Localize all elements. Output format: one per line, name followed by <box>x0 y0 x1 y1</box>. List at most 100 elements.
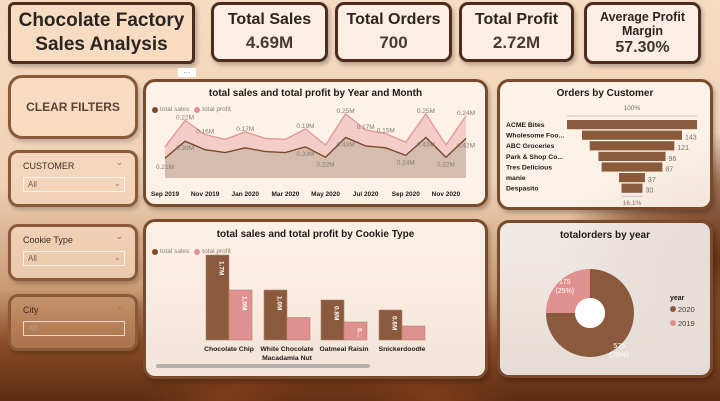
area-chart-plot: 0.21M 0.39M 0.22M 0.16M 0.17M 0.33M 0.19M 0.22M… <box>151 108 475 198</box>
legend-label: total sales <box>160 106 190 113</box>
slice-value-label: 175 <box>559 279 571 286</box>
kpi-total-orders: Total Orders 700 <box>335 2 452 62</box>
more-options-button[interactable]: ... <box>178 68 196 77</box>
slice-2019 <box>546 269 590 313</box>
legend-label: 2020 <box>678 305 695 314</box>
slice-percent-label: (75%) <box>610 352 629 359</box>
legend-marker <box>670 306 676 312</box>
x-tick-label: Jan 2020 <box>232 191 260 198</box>
dropdown-value: All <box>28 324 37 333</box>
x-category-label: Snickerdoodle <box>379 346 426 353</box>
kpi-label: Total Orders <box>346 11 441 28</box>
sales-profit-by-cookie-chart[interactable]: total sales and total profit by Cookie T… <box>143 219 488 379</box>
kpi-average-profit-margin: Average Profit Margin 57.30% <box>584 2 701 64</box>
clear-filters-button[interactable]: CLEAR FILTERS <box>8 75 138 139</box>
funnel-top-label: 100% <box>624 105 641 112</box>
data-label: 0.43M <box>417 141 435 148</box>
funnel-value-label: 96 <box>669 156 677 163</box>
slicer-customer[interactable]: CUSTOMER ⌄ All ⌄ <box>8 150 138 207</box>
data-label: 0.43M <box>337 141 355 148</box>
legend-title: year <box>670 295 685 302</box>
funnel-bar <box>598 151 666 161</box>
funnel-category-label: Despasito <box>506 186 538 193</box>
profit-bar <box>228 289 253 341</box>
data-label: 0.16M <box>196 129 214 136</box>
funnel-category-label: Park & Shop Co... <box>506 154 563 161</box>
chevron-down-icon: ⌄ <box>113 178 121 188</box>
x-category-label: Chocolate Chip <box>204 346 254 353</box>
sales-bar <box>263 289 288 341</box>
customer-dropdown[interactable]: All ⌄ <box>23 177 125 192</box>
bar-value-label: 1.0M <box>241 296 248 310</box>
cookie-type-dropdown[interactable]: All ⌄ <box>23 251 125 266</box>
slicer-cookie-type[interactable]: Cookie Type ⌄ All ⌄ <box>8 224 138 281</box>
bar-value-label: 1.7M <box>218 261 225 275</box>
data-label: 0.15M <box>377 128 395 135</box>
funnel-bar <box>589 141 675 151</box>
chevron-down-icon: ⌄ <box>113 322 121 332</box>
data-label: 0.24M <box>457 110 475 117</box>
funnel-bar <box>621 183 643 193</box>
funnel-value-label: 37 <box>648 177 656 184</box>
donut-chart-plot: 525 (75%) 175 (25%) year 2020 2019 <box>546 269 695 359</box>
slicer-city[interactable]: City ⌄ All ⌄ <box>8 294 138 351</box>
orders-by-year-chart[interactable]: totalorders by year 525 (75%) 175 (25%) year… <box>497 220 713 378</box>
funnel-bottom-label: 16.1% <box>623 200 642 207</box>
slicer-label: Cookie Type <box>23 235 73 245</box>
data-label: 0.33M <box>296 151 314 158</box>
x-tick-label: Nov 2019 <box>191 191 220 198</box>
city-dropdown[interactable]: All ⌄ <box>23 321 125 336</box>
legend-marker-profit <box>194 248 201 255</box>
kpi-value: 2.72M <box>492 33 541 52</box>
sales-bar <box>378 309 403 341</box>
funnel-bar <box>601 162 663 172</box>
sales-line <box>164 136 467 159</box>
data-label: 0.17M <box>236 126 254 133</box>
bar-value-label: 0.8M <box>333 306 340 320</box>
bar-chart-plot: 1.7M 1.0M Chocolate Chip 1.0M White Chocolat… <box>204 254 426 362</box>
sales-profit-by-month-chart[interactable]: total sales and total profit by Year and… <box>143 79 488 207</box>
chevron-down-icon[interactable]: ⌄ <box>115 232 123 242</box>
orders-by-customer-chart[interactable]: Orders by Customer 100% ACME Bites Wholeso… <box>497 79 713 210</box>
chart-legend: total sales total profit <box>152 106 231 113</box>
profit-bar <box>401 325 426 341</box>
horizontal-scrollbar[interactable] <box>156 364 370 368</box>
funnel-value-label: 87 <box>665 166 673 173</box>
legend-label: total profit <box>202 248 231 255</box>
funnel-category-label: ABC Groceries <box>506 143 555 150</box>
bar-value-label: 0.6M <box>391 316 398 330</box>
data-label: 0.25M <box>417 108 435 115</box>
legend-marker-sales <box>152 248 158 255</box>
funnel-bar <box>619 173 645 183</box>
funnel-bar <box>582 130 682 140</box>
legend-label: total profit <box>202 106 231 113</box>
profit-area <box>165 113 466 159</box>
funnel-value-label: 121 <box>677 145 689 152</box>
x-category-label: Macadamia Nut <box>262 355 313 362</box>
slicer-label: CUSTOMER <box>23 161 75 171</box>
data-label: 0.21M <box>156 164 174 171</box>
funnel-category-label: ACME Bites <box>506 122 545 129</box>
x-tick-label: Nov 2020 <box>432 191 461 198</box>
funnel-category-label: manie <box>506 175 526 182</box>
slice-percent-label: (25%) <box>555 288 574 295</box>
kpi-total-sales: Total Sales 4.69M <box>211 2 328 62</box>
sales-bar <box>320 299 345 341</box>
chevron-down-icon: ⌄ <box>113 252 121 262</box>
funnel-category-label: Wholesome Foo... <box>506 133 564 140</box>
chevron-down-icon[interactable]: ⌄ <box>115 302 123 312</box>
legend-marker-profit <box>194 106 201 113</box>
funnel-value-label: 143 <box>685 135 697 142</box>
slicer-label: City <box>23 305 39 315</box>
kpi-label: Total Profit <box>474 11 559 28</box>
x-tick-label: Jul 2020 <box>353 191 379 198</box>
data-label: 0.17M <box>357 124 375 131</box>
chevron-down-icon[interactable]: ⌄ <box>115 158 123 168</box>
funnel-chart-plot: 100% ACME Bites Wholesome Foo... 143 ABC Gro… <box>506 105 697 207</box>
data-label: 0.42M <box>457 142 475 149</box>
data-label: 0.22M <box>316 161 334 168</box>
dashboard-title: Chocolate Factory Sales Analysis <box>8 2 195 64</box>
legend-label: total sales <box>160 248 190 255</box>
sales-area <box>165 137 466 178</box>
data-label: 0.22M <box>437 161 455 168</box>
